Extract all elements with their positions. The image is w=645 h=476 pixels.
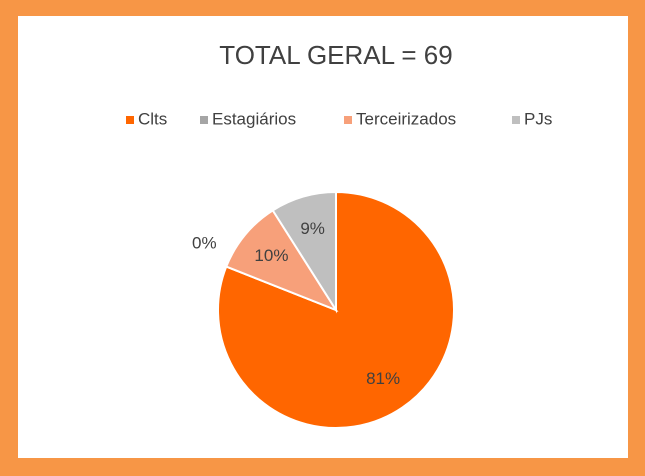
data-label: 81% xyxy=(366,369,400,388)
data-label: 9% xyxy=(300,219,325,238)
data-label: 0% xyxy=(192,233,217,252)
pie-slice xyxy=(224,208,339,313)
legend-label: Clts xyxy=(138,109,167,128)
legend-label: Terceirizados xyxy=(356,109,456,128)
legend-label: PJs xyxy=(524,109,552,128)
legend-swatch xyxy=(344,116,352,124)
legend-label: Estagiários xyxy=(212,109,296,128)
pie-slice xyxy=(271,190,337,314)
chart-title: TOTAL GERAL = 69 xyxy=(219,40,452,70)
legend-swatch xyxy=(200,116,208,124)
data-label: 10% xyxy=(254,246,288,265)
pie-slice xyxy=(217,190,455,429)
legend-swatch xyxy=(512,116,520,124)
legend-swatch xyxy=(126,116,134,124)
